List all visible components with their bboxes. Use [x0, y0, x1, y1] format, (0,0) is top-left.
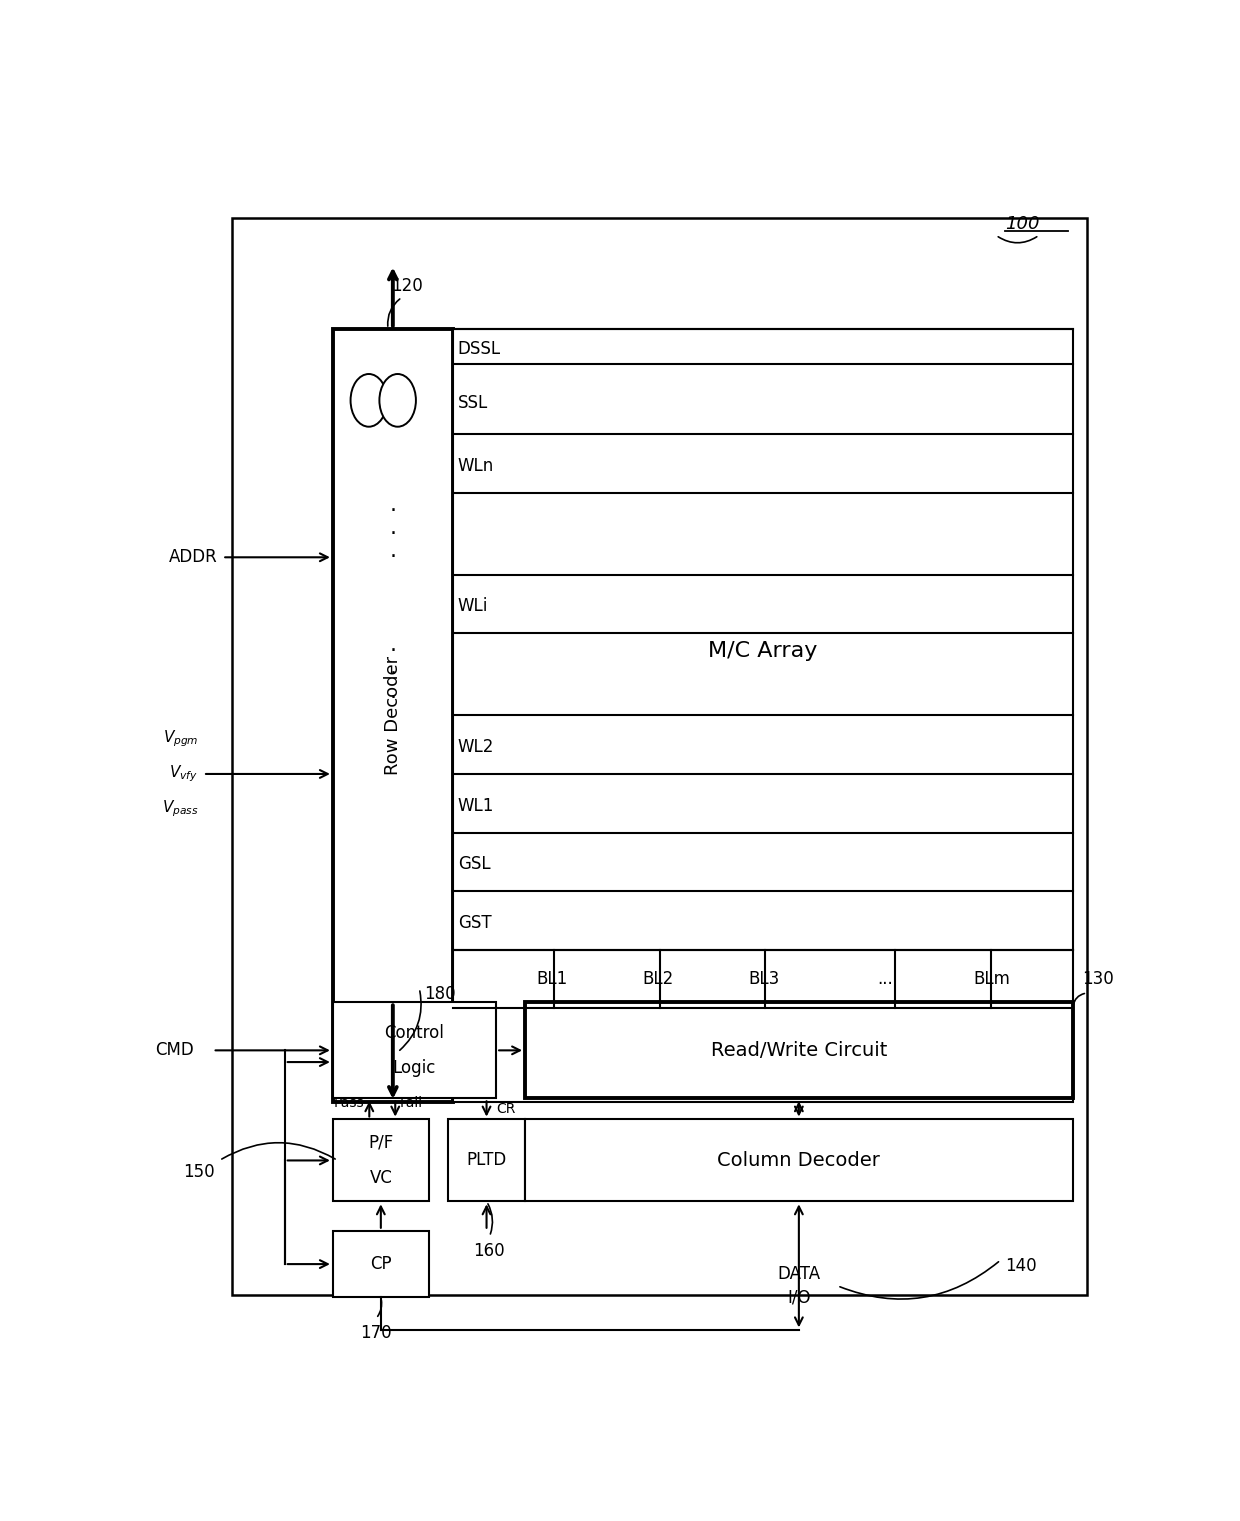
Text: ADDR: ADDR: [169, 548, 217, 566]
Bar: [525, 1002, 1073, 1098]
Text: PLTD: PLTD: [466, 1151, 507, 1170]
Text: BL3: BL3: [748, 970, 779, 989]
Text: $V_{vfy}$: $V_{vfy}$: [170, 764, 198, 785]
Text: CR: CR: [496, 1101, 516, 1116]
Text: 160: 160: [474, 1241, 505, 1259]
Text: P/F: P/F: [368, 1133, 393, 1151]
Text: Column Decoder: Column Decoder: [718, 1151, 880, 1170]
Text: DATA: DATA: [777, 1265, 821, 1284]
Text: $V_{pass}$: $V_{pass}$: [161, 799, 198, 820]
Text: 170: 170: [360, 1323, 392, 1342]
Text: WL2: WL2: [458, 738, 494, 756]
Bar: [332, 1002, 496, 1098]
Text: Control: Control: [384, 1024, 444, 1042]
Text: ·
·
·: · · ·: [389, 642, 397, 707]
Text: Logic: Logic: [393, 1059, 436, 1077]
Bar: [332, 1230, 429, 1297]
Text: VC: VC: [370, 1170, 392, 1186]
Bar: [332, 1119, 429, 1202]
Bar: [453, 329, 1073, 1101]
Text: GSL: GSL: [458, 855, 490, 873]
Text: ...: ...: [878, 970, 894, 989]
Text: Row Decoder: Row Decoder: [384, 656, 402, 776]
Text: I/O: I/O: [787, 1288, 811, 1307]
Text: 100: 100: [1006, 214, 1040, 233]
Text: 130: 130: [1083, 970, 1114, 989]
Bar: [448, 1119, 525, 1202]
Text: WL1: WL1: [458, 797, 494, 815]
Text: BL1: BL1: [537, 970, 568, 989]
Ellipse shape: [379, 374, 415, 427]
Text: CP: CP: [370, 1255, 392, 1273]
Text: WLn: WLn: [458, 456, 494, 475]
Text: Read/Write Circuit: Read/Write Circuit: [711, 1040, 887, 1060]
Bar: [232, 218, 1087, 1296]
Bar: [332, 329, 453, 1101]
Text: BLm: BLm: [973, 970, 1011, 989]
Text: SSL: SSL: [458, 394, 489, 412]
Text: Pass: Pass: [334, 1097, 365, 1110]
Text: WLi: WLi: [458, 598, 489, 616]
Text: 120: 120: [391, 277, 423, 295]
Text: CMD: CMD: [155, 1042, 193, 1059]
Text: M/C Array: M/C Array: [708, 640, 817, 662]
Text: $V_{pgm}$: $V_{pgm}$: [162, 729, 198, 750]
Text: ·
·
·: · · ·: [389, 500, 397, 567]
Text: 150: 150: [184, 1164, 215, 1182]
Text: 140: 140: [1006, 1256, 1037, 1275]
Text: DSSL: DSSL: [458, 339, 501, 357]
Text: GST: GST: [458, 914, 491, 932]
Text: BL2: BL2: [642, 970, 673, 989]
Bar: [525, 1119, 1073, 1202]
Text: Fail: Fail: [401, 1097, 423, 1110]
Text: 180: 180: [424, 986, 456, 1004]
Ellipse shape: [351, 374, 387, 427]
